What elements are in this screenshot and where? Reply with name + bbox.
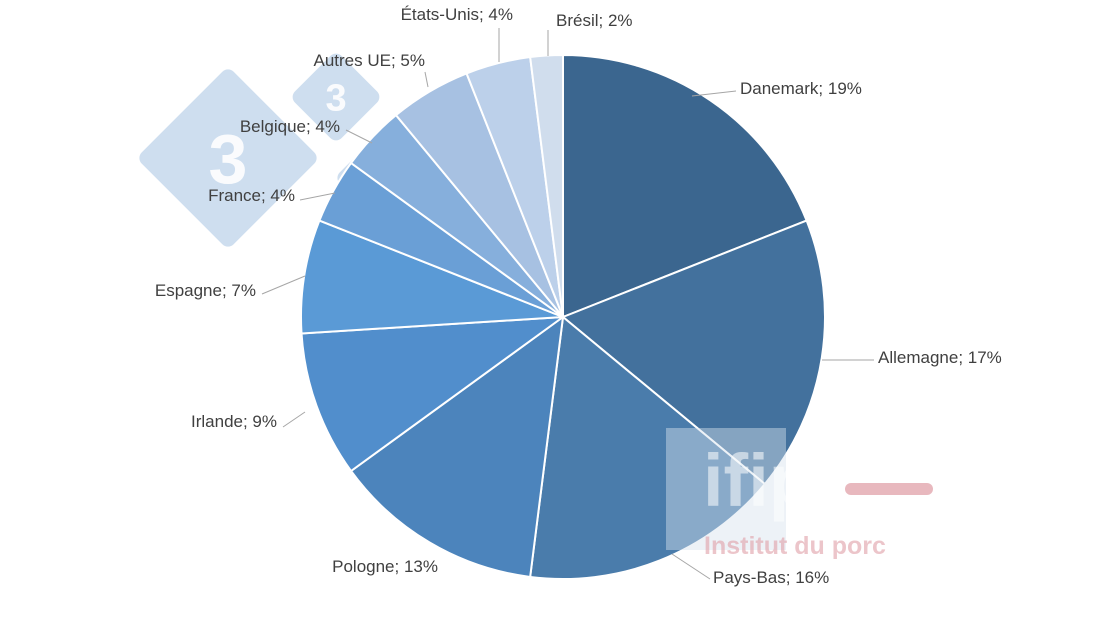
- data-label-allemagne: Allemagne; 17%: [878, 348, 1002, 367]
- logo-diamond-glyph: 3: [209, 120, 248, 198]
- data-label-bresil: Brésil; 2%: [556, 11, 633, 30]
- pie-slice-irlande: [300, 315, 567, 473]
- logo-diamond-shape: [292, 53, 380, 141]
- ifip-logo-bar: [845, 483, 933, 495]
- ifip-logo-block: [666, 428, 786, 550]
- data-label-autres-ue: Autres UE; 5%: [314, 51, 426, 70]
- data-label-etats-unis: États-Unis; 4%: [401, 5, 513, 24]
- data-label-espagne: Espagne; 7%: [155, 281, 256, 300]
- slice-labels: Danemark; 19% Allemagne; 17% Pays-Bas; 16%…: [155, 5, 1002, 587]
- data-label-pays-bas: Pays-Bas; 16%: [713, 568, 829, 587]
- leader-line-espagne: [261, 275, 306, 295]
- data-label-pologne: Pologne; 13%: [332, 557, 438, 576]
- logo-diamond-glyph: 3: [325, 78, 346, 120]
- data-label-danemark: Danemark; 19%: [740, 79, 862, 98]
- logo-diamond-shape: [139, 69, 317, 247]
- data-label-belgique: Belgique; 4%: [240, 117, 340, 136]
- pie-slice-danemark: [562, 53, 808, 319]
- logo-diamond-1: 3: [139, 69, 317, 247]
- leader-line-irlande: [282, 411, 306, 428]
- pie-slice-allemagne: [561, 219, 826, 486]
- ifip-logo-subtitle: Institut du porc: [704, 532, 886, 560]
- pie-slice-bresil: [529, 53, 564, 318]
- leader-line-autres-ue: [424, 71, 429, 88]
- leader-line-pays-bas: [671, 553, 711, 580]
- ifip-watermark-logo: ifip Institut du porc: [666, 428, 933, 560]
- leader-line-danemark: [691, 90, 737, 97]
- ifip-logo-text: ifip: [703, 439, 814, 522]
- logo-diamond-2: 3: [292, 53, 380, 141]
- data-label-irlande: Irlande; 9%: [191, 412, 277, 431]
- pie-slice-pologne: [349, 314, 565, 579]
- pie-slice-pays-bas: [529, 315, 767, 580]
- pie-slices: [300, 53, 826, 580]
- leader-line-belgique: [345, 129, 373, 144]
- leader-line-france: [299, 192, 336, 201]
- data-label-france: France; 4%: [208, 186, 295, 205]
- leader-lines: [261, 28, 874, 580]
